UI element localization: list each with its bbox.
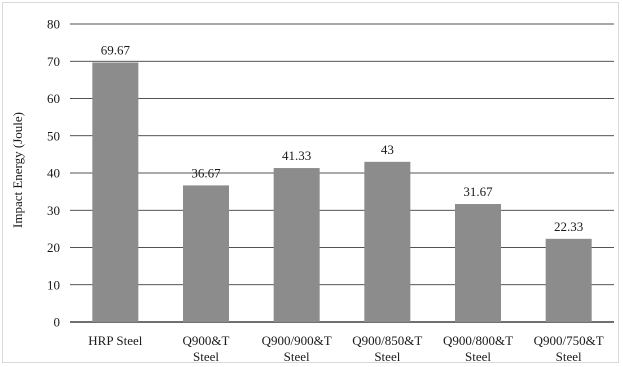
y-tick-label: 20 [47, 240, 60, 255]
bar [455, 204, 501, 322]
data-label: 36.67 [191, 165, 221, 180]
x-axis-ticks: HRP Steel Q900&TSteelQ900/900&TSteelQ900/… [88, 333, 603, 364]
bar [273, 168, 320, 322]
bars [92, 62, 592, 322]
x-tick-label: Steel [465, 349, 491, 364]
y-tick-label: 70 [47, 54, 60, 69]
y-tick-label: 50 [47, 128, 60, 143]
x-tick-label: Q900/850&T [352, 333, 422, 348]
data-label: 69.67 [101, 42, 131, 57]
data-label: 22.33 [554, 219, 583, 234]
x-tick-label: Steel [284, 349, 310, 364]
data-label: 41.33 [282, 148, 311, 163]
x-tick-label: Q900&T [183, 333, 230, 348]
gridlines [70, 23, 614, 323]
bar [364, 161, 411, 322]
data-label: 43 [381, 142, 394, 157]
x-tick-label: Steel [556, 349, 582, 364]
x-tick-label: Q900/900&T [262, 333, 332, 348]
data-labels: 69.67 36.67 41.33 43 31.67 22.33 [101, 42, 584, 233]
y-axis-label: Impact Energy (Joule) [10, 112, 25, 228]
x-tick-label: Steel [374, 349, 400, 364]
bar [545, 238, 592, 322]
y-tick-label: 40 [47, 166, 60, 181]
y-tick-label: 30 [47, 203, 60, 218]
y-tick-label: 10 [47, 277, 60, 292]
bar [92, 62, 139, 322]
chart-border [2, 2, 619, 363]
data-label: 31.67 [463, 184, 493, 199]
bar [183, 185, 229, 322]
x-tick-label: HRP Steel [88, 333, 142, 348]
x-tick-label: Q900/800&T [443, 333, 513, 348]
x-tick-label: Steel [193, 349, 219, 364]
y-tick-label: 60 [47, 91, 60, 106]
y-tick-label: 80 [47, 17, 60, 32]
x-tick-label: Q900/750&T [534, 333, 604, 348]
y-axis-ticks: 0 10 20 30 40 50 60 70 80 [47, 17, 60, 330]
y-tick-label: 0 [54, 315, 61, 330]
